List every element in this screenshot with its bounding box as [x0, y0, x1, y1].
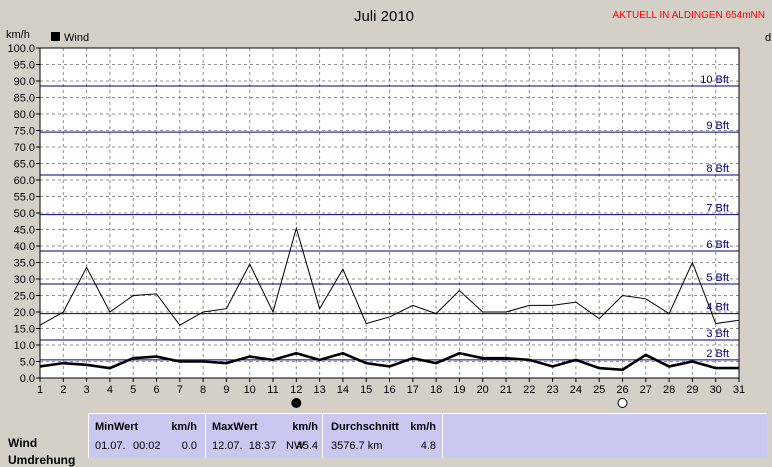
beaufort-label: 3 Bft	[706, 328, 729, 340]
series-average-line	[39, 351, 739, 372]
x-tick-label: 15	[360, 384, 372, 396]
new-moon-icon	[617, 398, 628, 408]
full-moon-icon	[291, 398, 302, 408]
row-label-umdrehung: Umdrehung	[8, 453, 76, 467]
x-tick-label: 7	[177, 384, 183, 396]
max-header: MaxWert	[212, 421, 258, 433]
plot-border	[39, 47, 740, 379]
station-label: AKTUELL IN ALDINGEN 654mNN	[613, 10, 765, 21]
x-tick-label: 24	[570, 384, 582, 396]
x-tick-label: 31	[733, 384, 745, 396]
x-tick-label: 3	[84, 384, 90, 396]
x-tick-label: 4	[107, 384, 113, 396]
x-tick-label: 19	[453, 384, 465, 396]
x-tick-label: 2	[60, 384, 66, 396]
y-tick-label: 85.0	[14, 93, 35, 105]
x-tick-label: 23	[546, 384, 558, 396]
min-time: 00:02	[133, 440, 161, 452]
y-tick-label: 70.0	[14, 142, 35, 154]
min-unit: km/h	[171, 421, 197, 433]
x-tick-label: 11	[267, 384, 278, 396]
avg-panel: Durchschnitt km/h 3576.7 km 4.8	[322, 413, 442, 458]
row-label-wind: Wind	[8, 436, 38, 450]
x-tick-label: 17	[407, 384, 419, 396]
x-tick-label: 25	[593, 384, 605, 396]
x-tick-label: 22	[523, 384, 535, 396]
y-tick-label: 90.0	[14, 76, 35, 88]
max-value: 45.4	[296, 440, 318, 452]
y-tick-label: 5.0	[20, 357, 35, 369]
y-tick-label: 100.0	[7, 43, 35, 55]
x-tick-label: 28	[663, 384, 675, 396]
avg-header: Durchschnitt	[331, 421, 399, 433]
series-max-line	[39, 226, 740, 326]
beaufort-label: 7 Bft	[706, 203, 729, 215]
x-tick-label: 27	[640, 384, 652, 396]
y-tick-label: 95.0	[14, 60, 35, 72]
beaufort-label: 9 Bft	[706, 120, 729, 132]
x-tick-label: 20	[477, 384, 489, 396]
x-tick-label: 10	[244, 384, 256, 396]
max-unit: km/h	[292, 421, 318, 433]
avg-distance: 3576.7 km	[331, 440, 383, 452]
right-unit-label: d	[765, 32, 771, 44]
x-tick-label: 14	[337, 384, 349, 396]
y-tick-label: 40.0	[14, 241, 35, 253]
x-tick-label: 8	[200, 384, 206, 396]
avg-value: 4.8	[420, 440, 436, 452]
max-direction: NW	[286, 440, 305, 452]
y-tick-label: 35.0	[14, 258, 35, 270]
y-tick-label: 60.0	[14, 175, 35, 187]
y-tick-label: 15.0	[14, 324, 35, 336]
x-tick-label: 9	[223, 384, 229, 396]
x-tick-label: 21	[500, 384, 512, 396]
chart-title: Juli 2010	[354, 8, 414, 25]
x-tick-label: 13	[313, 384, 325, 396]
x-tick-label: 12	[290, 384, 302, 396]
x-tick-label: 1	[37, 384, 43, 396]
x-tick-label: 16	[383, 384, 395, 396]
y-tick-label: 65.0	[14, 159, 35, 171]
beaufort-label: 2 Bft	[706, 348, 729, 360]
y-tick-label: 20.0	[14, 307, 35, 319]
y-tick-label: 45.0	[14, 225, 35, 237]
max-panel: MaxWert km/h 12.07. 18:37 NW 45.4	[205, 413, 322, 458]
x-tick-label: 26	[616, 384, 628, 396]
legend-swatch	[51, 32, 60, 41]
x-tick-label: 18	[430, 384, 442, 396]
y-tick-label: 10.0	[14, 340, 35, 352]
max-datetime: 12.07. 18:37	[212, 440, 277, 452]
empty-panel	[442, 413, 767, 458]
beaufort-label: 5 Bft	[706, 272, 729, 284]
legend-label: Wind	[64, 32, 89, 44]
min-panel: MinWert km/h 01.07. 00:02 0.0	[88, 413, 205, 458]
x-tick-label: 30	[710, 384, 722, 396]
y-tick-label: 30.0	[14, 274, 35, 286]
x-tick-label: 29	[686, 384, 698, 396]
y-unit-label: km/h	[6, 29, 30, 41]
x-tick-label: 5	[130, 384, 136, 396]
min-header: MinWert	[95, 421, 139, 433]
beaufort-label: 6 Bft	[706, 239, 729, 251]
y-tick-label: 80.0	[14, 109, 35, 121]
beaufort-label: 4 Bft	[706, 302, 729, 314]
y-tick-label: 0.0	[20, 373, 35, 385]
beaufort-label: 8 Bft	[706, 163, 729, 175]
x-tick-label: 6	[153, 384, 159, 396]
avg-unit: km/h	[410, 421, 436, 433]
beaufort-label: 10 Bft	[700, 74, 729, 86]
y-tick-label: 25.0	[14, 291, 35, 303]
y-tick-label: 55.0	[14, 192, 35, 204]
wind-chart: Juli 2010 AKTUELL IN ALDINGEN 654mNN km/…	[6, 8, 771, 408]
y-tick-label: 50.0	[14, 208, 35, 220]
y-tick-label: 75.0	[14, 126, 35, 138]
min-date: 01.07.	[95, 440, 126, 452]
stats-panel: Wind Umdrehung MinWert km/h 01.07. 00:02…	[0, 411, 772, 467]
min-value: 0.0	[181, 440, 197, 452]
